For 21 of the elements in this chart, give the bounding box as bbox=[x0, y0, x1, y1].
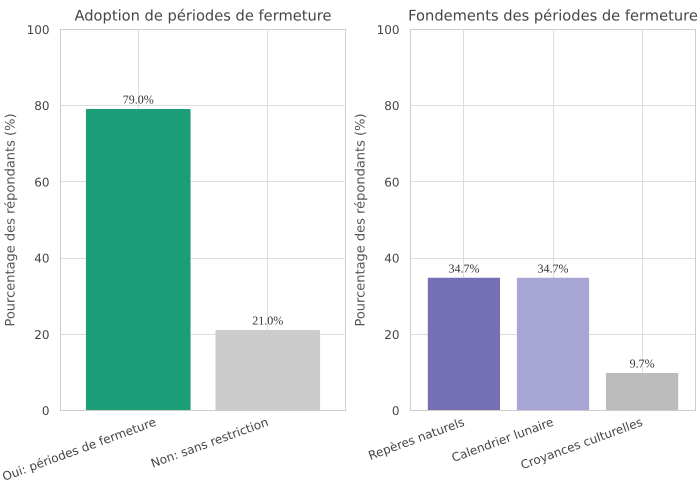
data-label: 21.0% bbox=[252, 313, 284, 328]
chart-title: Adoption de périodes de fermeture bbox=[74, 8, 332, 24]
data-label: 34.7% bbox=[448, 261, 480, 276]
y-tick-label: 80 bbox=[34, 99, 50, 114]
y-tick-label: 20 bbox=[384, 328, 400, 342]
data-label: 34.7% bbox=[538, 261, 568, 276]
y-tick-label: 40 bbox=[384, 252, 400, 266]
y-tick-label: 0 bbox=[42, 404, 50, 418]
y-tick-label: 0 bbox=[392, 404, 400, 418]
y-tick-label: 100 bbox=[26, 23, 50, 37]
y-tick-label: 80 bbox=[384, 99, 400, 114]
chart-title: Fondements des périodes de fermeture bbox=[408, 8, 698, 24]
y-tick-label: 40 bbox=[34, 252, 50, 266]
data-label: 79.0% bbox=[122, 92, 154, 107]
y-axis-title: Pourcentage des répondants (%) bbox=[4, 113, 19, 327]
y-tick-label: 60 bbox=[34, 175, 50, 190]
y-tick-label: 60 bbox=[384, 175, 400, 190]
y-tick-label: 100 bbox=[376, 23, 400, 37]
y-tick-label: 20 bbox=[34, 328, 50, 342]
data-label: 9.7% bbox=[630, 356, 655, 371]
y-axis-title: Pourcentage des répondants (%) bbox=[354, 113, 369, 327]
